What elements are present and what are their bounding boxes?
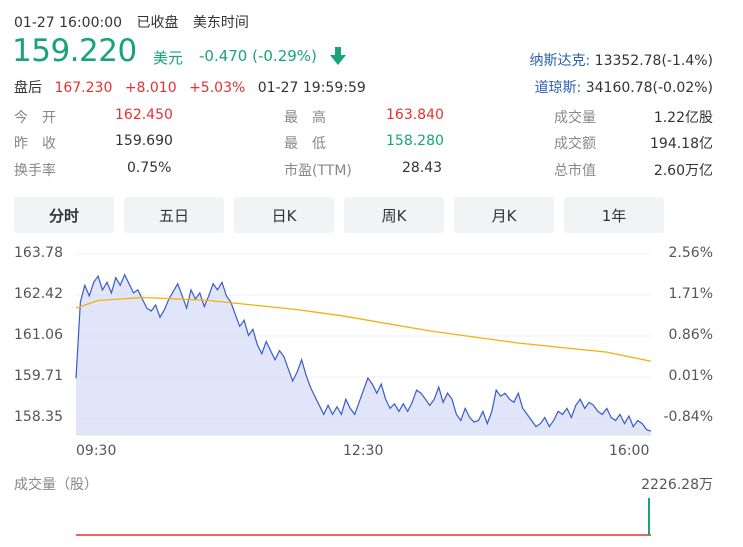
- stat-volume-label: 成交量: [554, 110, 596, 126]
- stat-mktcap-value: 2.60万亿: [653, 163, 713, 179]
- x-tick: 09:30: [76, 443, 117, 459]
- stat-volume-value: 1.22亿股: [653, 110, 713, 126]
- currency-label: 美元: [153, 49, 184, 67]
- average-line: [75, 296, 652, 362]
- arrow-down-icon: [330, 47, 346, 65]
- x-tick: 16:00: [609, 443, 650, 459]
- stat-low-label: 最 低: [284, 136, 326, 152]
- quote-datetime: 01-27 16:00:00: [14, 15, 123, 31]
- after-hours-quote: 盘后 167.230 +8.010 +5.03% 01-27 19:59:59: [14, 77, 374, 97]
- stat-turnover-value: 0.75%: [127, 160, 172, 176]
- stat-turnover-label: 换手率: [14, 163, 56, 179]
- stat-pe-label: 市盈(TTM): [284, 163, 352, 179]
- tab-daily-k[interactable]: 日K: [234, 197, 334, 233]
- tab-five-day[interactable]: 五日: [124, 197, 224, 233]
- y-right-tick: 2.56%: [668, 245, 713, 261]
- price-area-fill: [76, 274, 651, 435]
- nasdaq-index[interactable]: 纳斯达克: 13352.78(-1.4%): [529, 50, 713, 70]
- stat-open-value: 162.450: [115, 107, 173, 123]
- stat-amount-label: 成交额: [554, 136, 596, 152]
- y-left-tick: 161.06: [14, 327, 63, 343]
- stat-prev-close-label: 昨 收: [14, 136, 56, 152]
- tab-one-year[interactable]: 1年: [564, 197, 664, 233]
- price-line: [75, 273, 652, 432]
- y-left-tick: 158.35: [14, 409, 63, 425]
- volume-bar-close: [648, 498, 650, 535]
- volume-max-label: 2226.28万: [641, 477, 713, 493]
- tab-weekly-k[interactable]: 周K: [344, 197, 444, 233]
- market-state: 已收盘: [136, 15, 179, 31]
- timezone-label: 美东时间: [192, 15, 249, 31]
- dow-value: 34160.78(-0.02%): [585, 80, 713, 96]
- after-hours-price: 167.230: [54, 80, 113, 96]
- current-price: 159.220: [12, 33, 137, 69]
- y-right-tick: 0.86%: [668, 327, 713, 343]
- y-left-tick: 159.71: [14, 368, 63, 384]
- after-hours-change: +8.010: [124, 80, 177, 96]
- volume-label: 成交量（股）: [14, 477, 98, 493]
- y-left-tick: 162.42: [14, 286, 63, 302]
- nasdaq-value: 13352.78(-1.4%): [594, 53, 713, 69]
- stat-high-value: 163.840: [386, 107, 444, 123]
- after-hours-time: 01-27 19:59:59: [257, 80, 366, 96]
- y-right-tick: 1.71%: [668, 286, 713, 302]
- tab-intraday[interactable]: 分时: [14, 197, 114, 233]
- stat-low-value: 158.280: [386, 133, 444, 149]
- stat-amount-value: 194.18亿: [650, 136, 713, 152]
- y-right-tick: 0.01%: [668, 368, 713, 384]
- stat-prev-close-value: 159.690: [115, 133, 173, 149]
- stat-open-label: 今 开: [14, 110, 56, 126]
- y-right-tick: -0.84%: [663, 409, 713, 425]
- x-tick: 12:30: [343, 443, 384, 459]
- after-hours-label: 盘后: [14, 80, 42, 96]
- stat-high-label: 最 高: [284, 110, 326, 126]
- after-hours-percent: +5.03%: [189, 80, 246, 96]
- dow-index[interactable]: 道琼斯: 34160.78(-0.02%): [535, 77, 713, 97]
- tab-monthly-k[interactable]: 月K: [454, 197, 554, 233]
- price-change: -0.470 (-0.29%): [199, 47, 317, 65]
- stat-mktcap-label: 总市值: [554, 163, 596, 179]
- status-line: 01-27 16:00:00 已收盘 美东时间: [14, 12, 259, 32]
- nasdaq-name: 纳斯达克:: [529, 53, 591, 69]
- dow-name: 道琼斯:: [534, 80, 582, 96]
- y-left-tick: 163.78: [14, 245, 63, 261]
- stat-pe-value: 28.43: [402, 160, 443, 176]
